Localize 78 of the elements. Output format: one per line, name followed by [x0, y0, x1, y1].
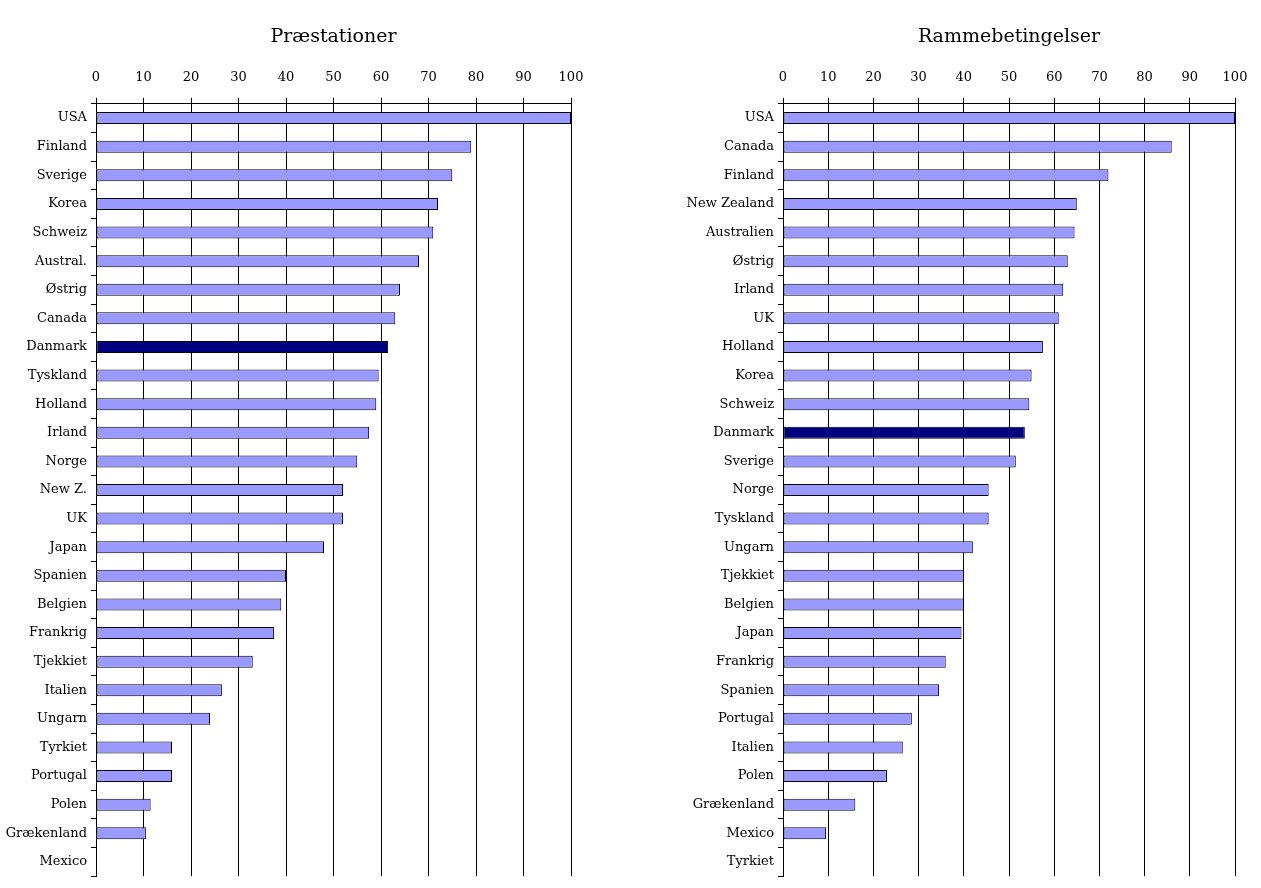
y-tick-label: Norge [732, 481, 775, 497]
x-tick-label: 50 [325, 69, 342, 85]
chart-title: Rammebetingelser [917, 24, 1102, 47]
x-tick-label: 90 [1181, 69, 1199, 85]
y-tick-label: Danmark [26, 338, 88, 354]
y-tick-label: Sverige [723, 452, 775, 468]
x-tick-label: 80 [467, 69, 485, 85]
y-tick-label: New Zealand [686, 195, 774, 211]
y-tick-label: Irland [47, 424, 87, 440]
y-tick-label: Korea [48, 195, 88, 211]
y-tick-label: Danmark [713, 424, 775, 440]
y-tick-label: Portugal [717, 710, 774, 726]
y-tick-label: Schweiz [32, 223, 88, 239]
y-tick-label: Italien [44, 681, 88, 697]
x-tick-label: 60 [372, 69, 390, 85]
y-tick-label: Ungarn [724, 538, 775, 554]
x-tick-label: 70 [1091, 69, 1108, 85]
chart-title: Præstationer [270, 24, 398, 47]
y-tick-label: Finland [36, 138, 87, 154]
y-tick-label: UK [66, 509, 88, 525]
y-tick-label: Polen [737, 767, 775, 783]
x-tick-label: 40 [955, 69, 973, 85]
x-tick-label: 60 [1045, 69, 1063, 85]
y-tick-label: Belgien [37, 595, 88, 611]
y-tick-label: Tjekkiet [720, 567, 775, 583]
y-tick-label: Østrig [45, 281, 87, 297]
y-tick-label: Irland [734, 281, 774, 297]
x-tick-label: 90 [515, 69, 532, 85]
y-tick-label: Tjekkiet [33, 653, 88, 669]
y-tick-label: Tyrkiet [726, 853, 775, 869]
x-tick-label: 30 [910, 69, 927, 85]
y-tick-label: Korea [735, 366, 775, 382]
y-tick-label: Grækenland [692, 796, 774, 812]
y-tick-label: Frankrig [716, 653, 774, 669]
x-tick-label: 100 [1222, 69, 1248, 85]
y-tick-label: Finland [723, 166, 774, 182]
x-tick-label: 10 [819, 69, 837, 85]
y-tick-label: Sverige [36, 166, 88, 182]
x-tick-label: 70 [420, 69, 437, 85]
y-tick-label: Japan [734, 624, 775, 640]
y-tick-label: USA [744, 109, 775, 125]
y-tick-label: Mexico [39, 853, 88, 869]
y-tick-label: Australien [704, 223, 775, 239]
y-tick-label: Austral. [34, 252, 87, 268]
y-tick-label: Mexico [726, 824, 775, 840]
y-tick-label: Portugal [30, 767, 87, 783]
y-tick-label: USA [57, 109, 88, 125]
y-tick-label: Canada [724, 138, 775, 154]
y-tick-label: Polen [50, 796, 88, 812]
y-tick-label: Grækenland [5, 824, 87, 840]
y-tick-label: Holland [35, 395, 87, 411]
y-tick-label: Frankrig [29, 624, 87, 640]
y-tick-label: Belgien [724, 595, 775, 611]
y-tick-label: Østrig [732, 252, 774, 268]
y-tick-label: Norge [45, 452, 88, 468]
y-tick-label: Spanien [33, 567, 88, 583]
y-tick-label: New Z. [39, 481, 87, 497]
y-tick-label: Spanien [720, 681, 775, 697]
y-tick-label: Tyskland [27, 366, 87, 382]
x-tick-label: 50 [1000, 69, 1018, 85]
x-tick-label: 30 [230, 69, 247, 85]
x-tick-label: 100 [558, 69, 584, 85]
x-tick-label: 0 [778, 69, 788, 85]
y-tick-label: Tyskland [714, 509, 774, 525]
x-tick-label: 10 [135, 69, 152, 85]
y-tick-label: Ungarn [37, 710, 88, 726]
y-tick-label: UK [753, 309, 775, 325]
x-tick-label: 40 [277, 69, 295, 85]
y-tick-label: Schweiz [719, 395, 775, 411]
y-tick-label: Italien [731, 738, 775, 754]
y-tick-label: Tyrkiet [39, 738, 88, 754]
x-tick-label: 0 [91, 69, 101, 85]
y-tick-label: Canada [37, 309, 88, 325]
x-tick-label: 20 [865, 69, 882, 85]
x-tick-label: 80 [1136, 69, 1153, 85]
y-tick-label: Japan [47, 538, 88, 554]
y-tick-label: Holland [722, 338, 774, 354]
x-tick-label: 20 [182, 69, 200, 85]
